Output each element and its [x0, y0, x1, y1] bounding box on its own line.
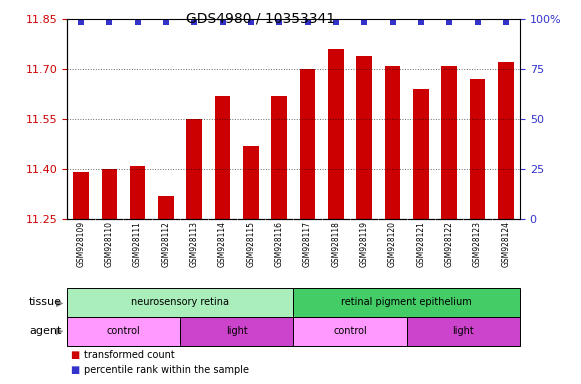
- Bar: [67, 288, 293, 317]
- Text: light: light: [226, 326, 248, 336]
- Text: GSM928119: GSM928119: [360, 221, 369, 267]
- Text: GSM928113: GSM928113: [190, 221, 199, 267]
- Bar: [187, 119, 202, 219]
- Bar: [73, 172, 89, 219]
- Text: percentile rank within the sample: percentile rank within the sample: [84, 366, 249, 376]
- Text: ■: ■: [70, 366, 79, 376]
- Bar: [158, 195, 174, 219]
- Bar: [215, 96, 231, 219]
- Bar: [243, 146, 259, 219]
- Text: GSM928114: GSM928114: [218, 221, 227, 267]
- Text: GSM928123: GSM928123: [473, 221, 482, 267]
- Bar: [407, 317, 520, 346]
- Text: GSM928118: GSM928118: [331, 221, 340, 267]
- Text: control: control: [106, 326, 141, 336]
- Text: transformed count: transformed count: [84, 350, 175, 360]
- Bar: [498, 63, 514, 219]
- Text: GSM928110: GSM928110: [105, 221, 114, 267]
- Text: control: control: [333, 326, 367, 336]
- Text: GSM928124: GSM928124: [501, 221, 510, 267]
- Text: GSM928117: GSM928117: [303, 221, 312, 267]
- Text: tissue: tissue: [29, 297, 62, 308]
- Text: GSM928112: GSM928112: [162, 221, 170, 267]
- Text: agent: agent: [29, 326, 62, 336]
- Text: retinal pigment epithelium: retinal pigment epithelium: [341, 297, 472, 308]
- Bar: [442, 66, 457, 219]
- Bar: [271, 96, 287, 219]
- Text: GSM928109: GSM928109: [77, 221, 85, 267]
- Text: GSM928122: GSM928122: [444, 221, 454, 267]
- Text: GDS4980 / 10353341: GDS4980 / 10353341: [186, 12, 335, 25]
- Bar: [293, 317, 407, 346]
- Bar: [356, 56, 372, 219]
- Bar: [385, 66, 400, 219]
- Bar: [67, 317, 180, 346]
- Text: light: light: [453, 326, 474, 336]
- Text: ■: ■: [70, 350, 79, 360]
- Bar: [300, 69, 315, 219]
- Text: GSM928116: GSM928116: [275, 221, 284, 267]
- Bar: [413, 89, 429, 219]
- Bar: [293, 288, 520, 317]
- Bar: [328, 49, 344, 219]
- Bar: [180, 317, 293, 346]
- Text: ▶: ▶: [56, 326, 64, 336]
- Bar: [469, 79, 485, 219]
- Text: GSM928121: GSM928121: [417, 221, 425, 267]
- Text: GSM928111: GSM928111: [133, 221, 142, 267]
- Text: GSM928115: GSM928115: [246, 221, 256, 267]
- Text: GSM928120: GSM928120: [388, 221, 397, 267]
- Text: neurosensory retina: neurosensory retina: [131, 297, 229, 308]
- Bar: [102, 169, 117, 219]
- Text: ▶: ▶: [56, 297, 64, 308]
- Bar: [130, 166, 145, 219]
